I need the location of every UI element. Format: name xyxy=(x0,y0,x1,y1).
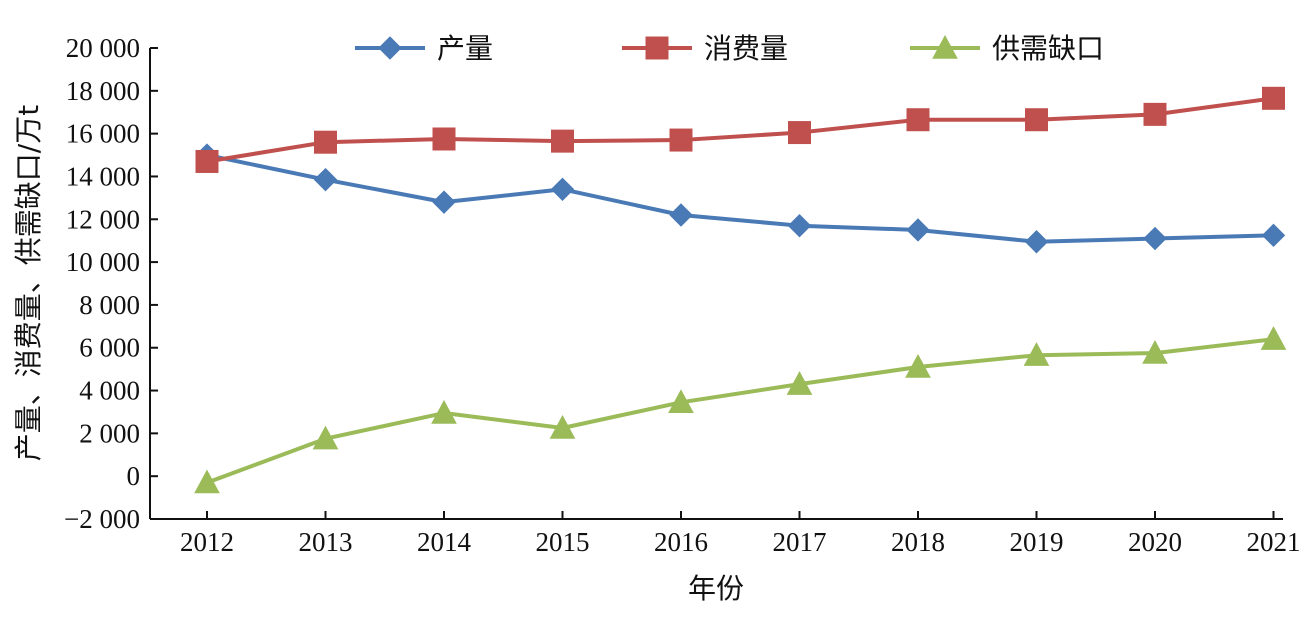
data-point xyxy=(906,218,930,242)
series-line xyxy=(206,337,1274,485)
y-tick-label: 4 000 xyxy=(79,376,140,406)
x-tick-label: 2015 xyxy=(536,527,590,557)
legend-label: 供需缺口 xyxy=(992,32,1104,65)
series-2 xyxy=(194,326,1287,494)
y-tick-label: 2 000 xyxy=(79,418,140,448)
data-point xyxy=(905,353,931,378)
series-1 xyxy=(195,86,1285,173)
data-point xyxy=(1262,86,1285,110)
x-ticks: 2012 2013 2014 2015 2016 2017 2018 2019 2020 2021 xyxy=(180,511,1301,557)
legend-marker xyxy=(645,36,669,60)
y-tick-label: 6 000 xyxy=(79,333,140,363)
x-tick-label: 2014 xyxy=(417,527,472,557)
data-point xyxy=(312,425,339,450)
data-point xyxy=(314,130,337,154)
legend-label: 产量 xyxy=(437,32,493,65)
series-line xyxy=(206,96,1274,164)
data-point xyxy=(669,128,693,152)
legend-label: 消费量 xyxy=(704,32,788,65)
data-point xyxy=(1024,230,1049,254)
axes xyxy=(149,48,1283,520)
y-tick-label: 10 000 xyxy=(66,247,140,277)
legend-item: 产量 xyxy=(355,32,493,65)
legend-item: 供需缺口 xyxy=(910,32,1104,65)
y-tick-label: 14 000 xyxy=(66,161,140,191)
series-0 xyxy=(195,143,1286,254)
data-point xyxy=(549,414,576,439)
y-tick-label: −2 000 xyxy=(64,504,140,534)
x-axis-title: 年份 xyxy=(688,572,744,605)
y-tick-label: 20 000 xyxy=(66,33,140,63)
data-point xyxy=(432,127,456,151)
data-point xyxy=(669,203,693,227)
data-point xyxy=(668,389,694,414)
data-point xyxy=(1261,223,1286,248)
y-tick-label: 12 000 xyxy=(66,204,140,234)
data-point xyxy=(195,149,219,173)
data-point xyxy=(550,177,575,202)
x-tick-label: 2012 xyxy=(180,527,234,557)
data-point xyxy=(1023,342,1050,366)
plot-area xyxy=(194,86,1287,494)
x-tick-label: 2017 xyxy=(773,527,827,557)
x-tick-label: 2018 xyxy=(891,527,945,557)
x-tick-label: 2016 xyxy=(654,527,708,557)
data-point xyxy=(1142,340,1168,364)
data-point xyxy=(432,190,456,214)
y-tick-label: 8 000 xyxy=(79,290,140,320)
data-point xyxy=(194,469,220,494)
data-point xyxy=(551,129,574,153)
x-tick-label: 2013 xyxy=(299,527,353,557)
y-axis-title: 产量、消费量、供需缺口/万t xyxy=(12,105,45,461)
data-point xyxy=(788,121,811,145)
legend-marker xyxy=(932,34,958,59)
x-tick-label: 2019 xyxy=(1010,527,1064,557)
y-ticks: −2 000 0 2 000 4 000 6 000 8 000 10 000 12 000 1… xyxy=(64,33,158,534)
x-tick-label: 2020 xyxy=(1128,527,1182,557)
y-tick-label: 16 000 xyxy=(66,119,140,149)
x-tick-label: 2021 xyxy=(1247,527,1301,557)
data-point xyxy=(313,167,338,192)
legend-marker xyxy=(378,36,402,60)
data-point xyxy=(1143,226,1167,251)
data-point xyxy=(1025,108,1048,132)
legend-item: 消费量 xyxy=(622,32,788,65)
data-point xyxy=(787,213,812,238)
data-point xyxy=(1143,102,1167,126)
data-point xyxy=(431,399,457,424)
data-point xyxy=(786,371,813,395)
legend: 产量 消费量 供需缺口 xyxy=(355,32,1104,65)
y-tick-label: 18 000 xyxy=(66,76,140,106)
data-point xyxy=(906,108,930,132)
series-line xyxy=(206,153,1274,244)
data-point xyxy=(1260,326,1287,350)
y-tick-label: 0 xyxy=(127,461,141,491)
